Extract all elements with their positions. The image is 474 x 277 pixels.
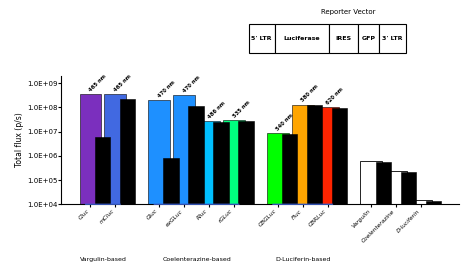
Bar [164,158,179,277]
Bar [238,121,254,277]
Bar [401,172,416,277]
Bar [189,106,204,277]
Bar [385,171,407,277]
Bar [198,121,220,277]
FancyBboxPatch shape [358,24,380,53]
Text: 5' LTR: 5' LTR [252,36,272,41]
Bar [332,108,347,277]
Bar [360,161,382,277]
Text: D-Luciferin-based: D-Luciferin-based [275,257,330,262]
Bar [307,105,322,277]
Bar [376,161,391,277]
Text: 620 nm: 620 nm [326,87,345,106]
Text: Luciferase: Luciferase [284,36,320,41]
Bar [292,105,314,277]
Bar [426,201,441,277]
Bar [173,95,195,277]
Text: 540 nm: 540 nm [275,112,294,131]
Bar [148,100,170,277]
FancyBboxPatch shape [329,24,358,53]
Text: 535 nm: 535 nm [232,100,251,119]
Y-axis label: Total flux (p/s): Total flux (p/s) [15,113,24,168]
Bar [282,134,297,277]
Bar [120,99,135,277]
Text: 470 nm: 470 nm [157,80,176,99]
Text: Vargulin-based: Vargulin-based [80,257,127,262]
Text: 486 nm: 486 nm [207,100,226,119]
Bar [267,133,289,277]
Text: 470 nm: 470 nm [182,75,201,93]
FancyBboxPatch shape [380,24,406,53]
Bar [410,200,432,277]
Text: 580 nm: 580 nm [301,84,319,103]
Bar [317,107,338,277]
Bar [104,94,127,277]
Text: GFP: GFP [362,36,375,41]
Text: 465 nm: 465 nm [88,74,107,93]
Text: 465 nm: 465 nm [113,74,132,93]
Text: Coelenterazine-based: Coelenterazine-based [162,257,231,262]
Text: Reporter Vector: Reporter Vector [320,9,375,15]
FancyBboxPatch shape [249,24,275,53]
Text: IRES: IRES [336,36,352,41]
Bar [95,137,110,277]
Bar [80,94,101,277]
FancyBboxPatch shape [275,24,329,53]
Bar [223,120,245,277]
Text: 3' LTR: 3' LTR [383,36,403,41]
Bar [213,122,228,277]
